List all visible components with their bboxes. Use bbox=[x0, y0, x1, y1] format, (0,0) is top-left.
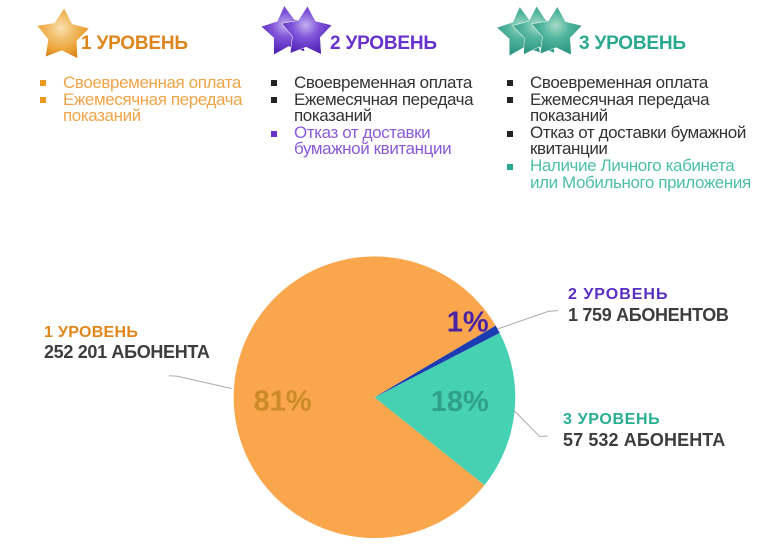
svg-text:1%: 1% bbox=[447, 307, 489, 339]
svg-text:18%: 18% bbox=[431, 386, 489, 418]
svg-text:81%: 81% bbox=[254, 386, 312, 418]
